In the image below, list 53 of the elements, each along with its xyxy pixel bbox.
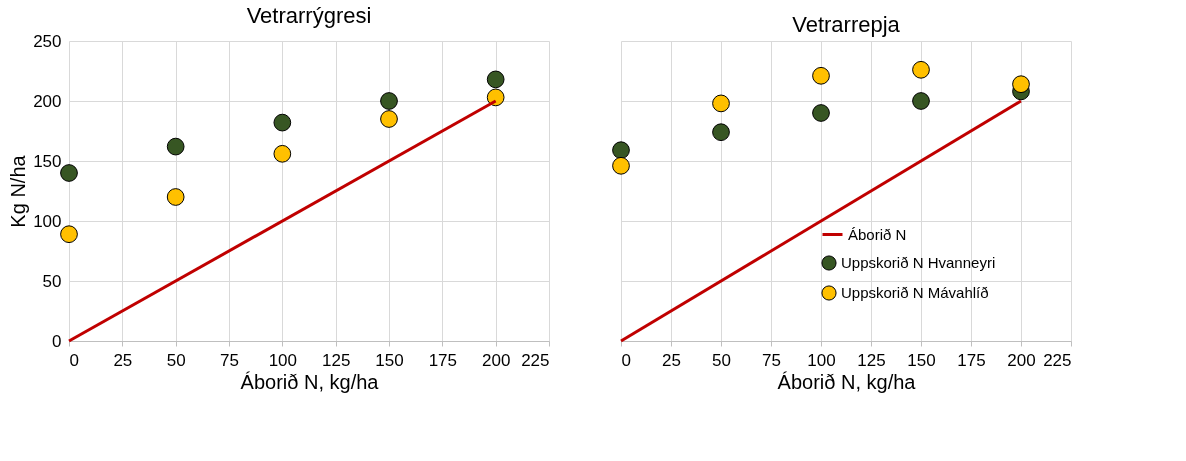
point (166, 137, 185, 156)
x-tick-label: 125 (321, 350, 351, 370)
point (60, 164, 78, 182)
point (380, 110, 398, 128)
y-tick-label: 0 (52, 331, 62, 351)
x-tick-label: 75 (220, 350, 239, 370)
x-tick-label: 225 (1043, 350, 1072, 370)
point (1012, 75, 1030, 94)
x-tick-label: 50 (166, 350, 186, 370)
x-tick-label: 225 (521, 350, 550, 370)
chart-title: Vetrarrýgresi (246, 3, 372, 28)
point (712, 94, 730, 113)
x-tick-label: 0 (621, 350, 631, 370)
y-axis-title: Kg N/ha (7, 154, 30, 228)
y-tick-label: 150 (33, 151, 62, 171)
x-tick-label: 150 (375, 350, 404, 370)
point (812, 66, 830, 85)
x-tick-label: 100 (268, 350, 298, 370)
x-tick-label: 25 (113, 350, 133, 370)
x-axis-title: Áborið N, kg/ha (777, 370, 917, 393)
point (166, 188, 185, 206)
point (612, 141, 630, 160)
x-tick-label: 0 (69, 350, 79, 370)
legend-label: Uppskorið N Mávahlíð (841, 284, 989, 301)
point (60, 225, 78, 244)
x-tick-label: 75 (762, 350, 781, 370)
x-axis-title: Áborið N, kg/ha (240, 370, 380, 393)
x-tick-label: 125 (857, 350, 886, 370)
point (486, 70, 505, 89)
y-tick-label: 200 (33, 91, 62, 111)
x-tick-label: 175 (428, 350, 458, 370)
legend-label: Uppskorið N Hvanneyri (841, 254, 996, 271)
x-tick-label: 100 (807, 350, 836, 370)
x-tick-label: 50 (712, 350, 731, 370)
legend-label: Áborið N (848, 225, 907, 243)
point (712, 123, 730, 142)
point (612, 156, 630, 175)
x-tick-label: 200 (481, 350, 511, 370)
point (912, 60, 930, 79)
point (273, 144, 292, 163)
y-tick-label: 50 (42, 271, 62, 291)
point (486, 88, 505, 107)
x-tick-label: 200 (1007, 350, 1036, 370)
x-tick-label: 175 (957, 350, 986, 370)
point (812, 104, 830, 122)
x-tick-label: 25 (662, 350, 681, 370)
point (273, 113, 292, 132)
chart-title: Vetrarrepja (792, 12, 901, 37)
y-tick-label: 100 (33, 211, 62, 231)
point (380, 92, 398, 110)
y-tick-label: 250 (33, 31, 62, 51)
point (912, 92, 930, 110)
x-tick-label: 150 (907, 350, 936, 370)
